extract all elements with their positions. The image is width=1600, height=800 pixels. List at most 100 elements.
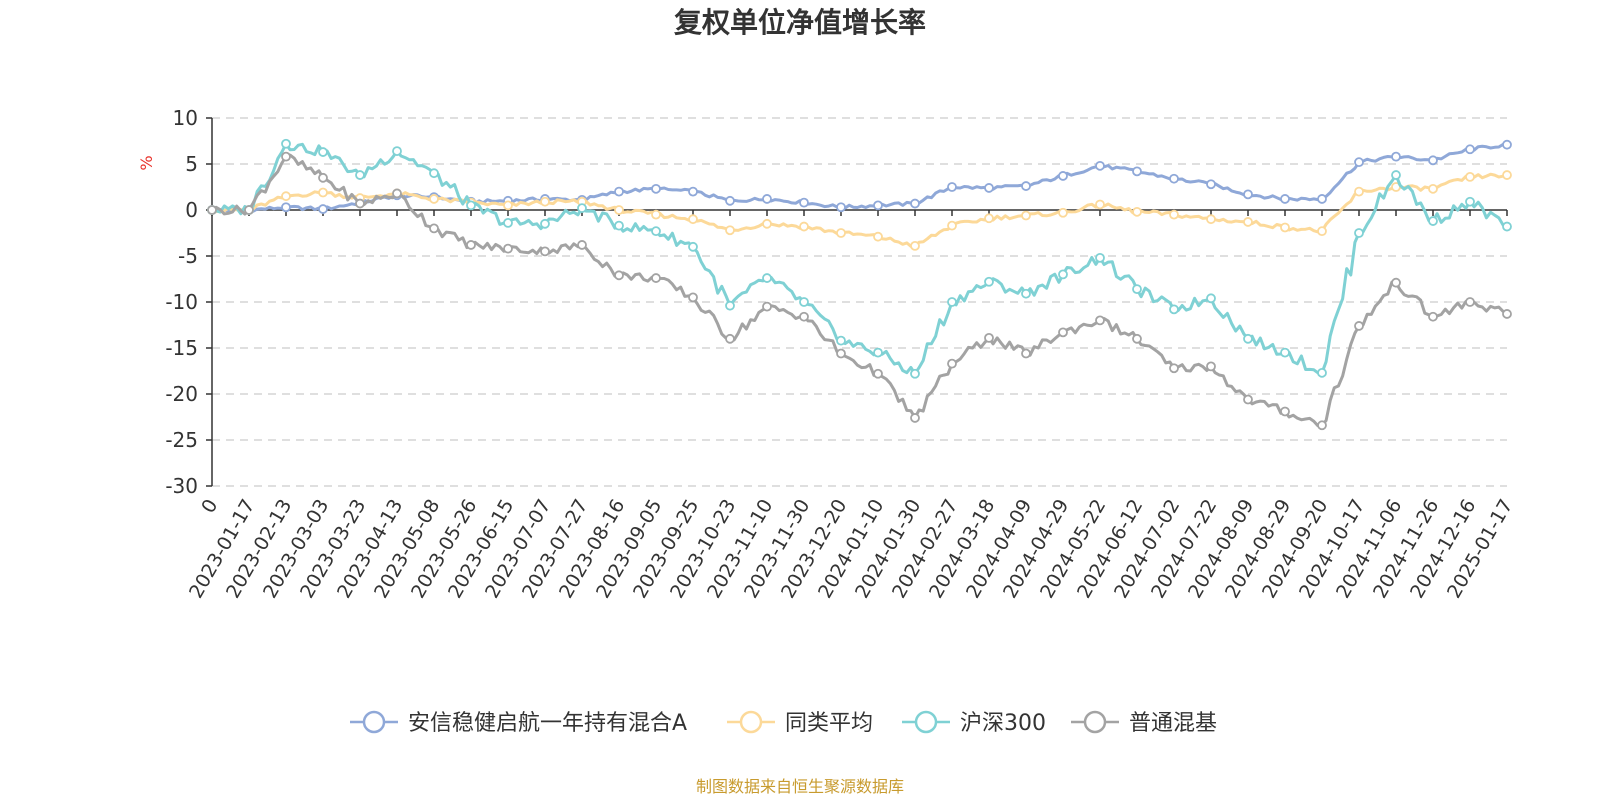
data-point bbox=[1095, 199, 1105, 210]
data-point bbox=[1354, 228, 1364, 238]
data-point bbox=[1502, 309, 1512, 319]
data-point bbox=[1280, 194, 1290, 204]
data-point bbox=[1280, 406, 1290, 417]
data-point bbox=[1465, 144, 1475, 155]
data-point bbox=[725, 225, 735, 236]
legend[interactable]: 安信稳健启航一年持有混合A 同类平均 沪深300 普通混基 bbox=[350, 710, 1217, 736]
data-point bbox=[1021, 288, 1031, 299]
data-point bbox=[503, 200, 513, 211]
legend-marker bbox=[739, 710, 763, 734]
data-point bbox=[1132, 284, 1142, 295]
data-point bbox=[799, 297, 809, 307]
legend-marker bbox=[362, 710, 386, 734]
legend-marker bbox=[914, 710, 938, 734]
data-point bbox=[688, 292, 698, 303]
data-point bbox=[318, 172, 328, 183]
data-point bbox=[1428, 183, 1438, 194]
data-point bbox=[429, 168, 439, 179]
legend-item[interactable]: 同类平均 bbox=[727, 710, 873, 736]
data-point bbox=[244, 205, 254, 215]
data-point bbox=[577, 240, 587, 250]
source-note: 制图数据来自恒生聚源数据库 bbox=[696, 777, 904, 796]
legend-item[interactable]: 普通混基 bbox=[1071, 710, 1217, 736]
data-point bbox=[651, 273, 661, 283]
data-point bbox=[281, 191, 291, 202]
data-point bbox=[762, 218, 772, 229]
series-line bbox=[211, 143, 1508, 213]
data-point bbox=[1243, 217, 1253, 227]
data-point bbox=[1317, 420, 1327, 431]
data-point bbox=[910, 240, 920, 251]
data-point bbox=[836, 228, 846, 238]
data-point bbox=[1169, 363, 1179, 374]
data-point bbox=[984, 276, 994, 287]
data-point bbox=[947, 297, 957, 307]
data-point bbox=[910, 368, 920, 379]
data-point bbox=[466, 240, 476, 250]
data-point bbox=[1317, 367, 1327, 378]
data-point bbox=[762, 273, 772, 283]
series-lines bbox=[207, 138, 1512, 431]
data-point bbox=[1169, 209, 1179, 220]
y-tick-label: 10 bbox=[173, 106, 198, 130]
y-tick-label: -10 bbox=[165, 290, 198, 314]
data-point bbox=[1502, 170, 1512, 180]
y-axis-unit: % bbox=[137, 155, 156, 170]
legend-item[interactable]: 沪深300 bbox=[902, 710, 1046, 736]
data-point bbox=[1243, 394, 1253, 405]
data-point bbox=[392, 188, 402, 199]
data-point bbox=[1391, 170, 1401, 180]
data-point bbox=[1354, 321, 1364, 331]
data-point bbox=[688, 241, 698, 252]
data-point bbox=[910, 198, 920, 209]
data-point bbox=[1058, 171, 1068, 181]
data-point bbox=[614, 186, 624, 197]
data-point bbox=[1095, 160, 1105, 171]
data-point bbox=[762, 194, 772, 204]
x-tick-label: 0 bbox=[197, 496, 222, 517]
data-point bbox=[1021, 181, 1031, 191]
y-tick-label: -15 bbox=[165, 336, 198, 360]
data-point bbox=[688, 186, 698, 197]
data-point bbox=[540, 196, 550, 207]
data-point bbox=[984, 332, 994, 343]
data-point bbox=[725, 300, 735, 311]
legend-item[interactable]: 安信稳健启航一年持有混合A bbox=[350, 710, 687, 736]
data-point bbox=[1428, 311, 1438, 322]
y-tick-label: -30 bbox=[165, 474, 198, 498]
data-point bbox=[1058, 327, 1068, 338]
data-point bbox=[836, 348, 846, 359]
data-point bbox=[799, 221, 809, 232]
data-point bbox=[836, 202, 846, 213]
data-point bbox=[281, 202, 291, 213]
y-tick-label: -25 bbox=[165, 428, 198, 452]
data-point bbox=[355, 170, 365, 180]
data-point bbox=[1391, 151, 1401, 162]
data-point bbox=[392, 146, 402, 157]
data-point bbox=[725, 333, 735, 344]
data-point bbox=[1021, 210, 1031, 221]
data-point bbox=[318, 187, 328, 198]
data-point bbox=[873, 347, 883, 358]
data-point bbox=[1354, 157, 1364, 168]
data-point bbox=[318, 204, 328, 214]
data-point bbox=[1095, 252, 1105, 263]
data-point bbox=[429, 194, 439, 204]
x-axis-ticks: 02023-01-172023-02-132023-03-032023-03-2… bbox=[185, 210, 1517, 602]
data-point bbox=[651, 226, 661, 237]
data-point bbox=[614, 205, 624, 215]
data-point bbox=[1058, 207, 1068, 218]
y-tick-label: 5 bbox=[185, 152, 198, 176]
data-point bbox=[1132, 206, 1142, 217]
gridlines bbox=[212, 117, 1507, 487]
data-point bbox=[910, 413, 920, 423]
legend-marker bbox=[1083, 710, 1107, 734]
legend-label: 安信稳健启航一年持有混合A bbox=[408, 711, 687, 736]
data-point bbox=[799, 197, 809, 208]
data-point bbox=[281, 151, 291, 162]
data-point bbox=[1354, 186, 1364, 197]
data-point bbox=[614, 270, 624, 281]
data-point bbox=[1391, 277, 1401, 288]
axes bbox=[211, 118, 1507, 486]
